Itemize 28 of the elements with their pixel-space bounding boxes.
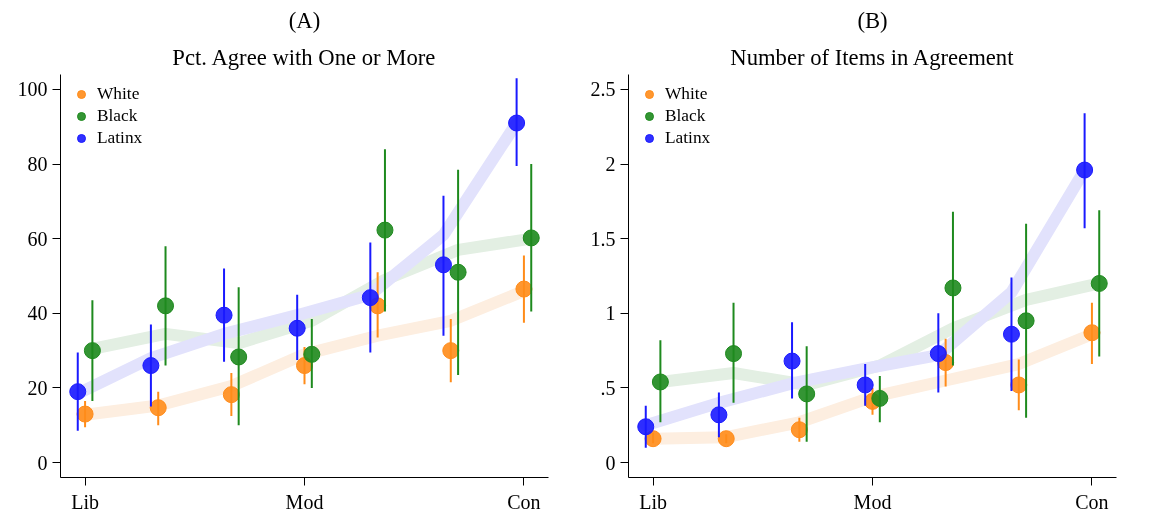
y-tick-label: 1 — [605, 302, 616, 325]
chart-title: (B) — [857, 7, 888, 33]
y-tick-label: 1.5 — [590, 227, 616, 250]
chart-subtitle: Number of Items in Agreement — [730, 44, 1015, 70]
legend-label: Black — [665, 106, 706, 126]
x-tick-label: Con — [1075, 490, 1109, 513]
legend-label: White — [665, 84, 708, 104]
x-tick-label: Mod — [285, 490, 324, 513]
legend-label: Latinx — [665, 128, 711, 148]
chart-title: (A) — [288, 7, 321, 33]
y-tick-label: 2 — [605, 153, 616, 176]
y-tick-label: 100 — [17, 78, 48, 101]
y-tick-label: 40 — [27, 302, 48, 325]
y-tick-label: 0 — [37, 451, 48, 474]
x-tick-label: Lib — [639, 490, 667, 513]
y-tick-label: 80 — [27, 153, 48, 176]
y-tick-label: 60 — [27, 227, 48, 250]
x-tick-label: Lib — [71, 490, 99, 513]
x-tick-label: Mod — [853, 490, 892, 513]
x-tick-label: Con — [507, 490, 541, 513]
chart-subtitle: Pct. Agree with One or More — [172, 44, 436, 70]
y-tick-label: .5 — [600, 376, 616, 399]
y-tick-label: 2.5 — [590, 78, 616, 101]
legend-label: White — [97, 84, 140, 104]
legend-label: Latinx — [97, 128, 143, 148]
y-tick-label: 0 — [605, 451, 616, 474]
legend-label: Black — [97, 106, 138, 126]
y-tick-label: 20 — [27, 376, 48, 399]
